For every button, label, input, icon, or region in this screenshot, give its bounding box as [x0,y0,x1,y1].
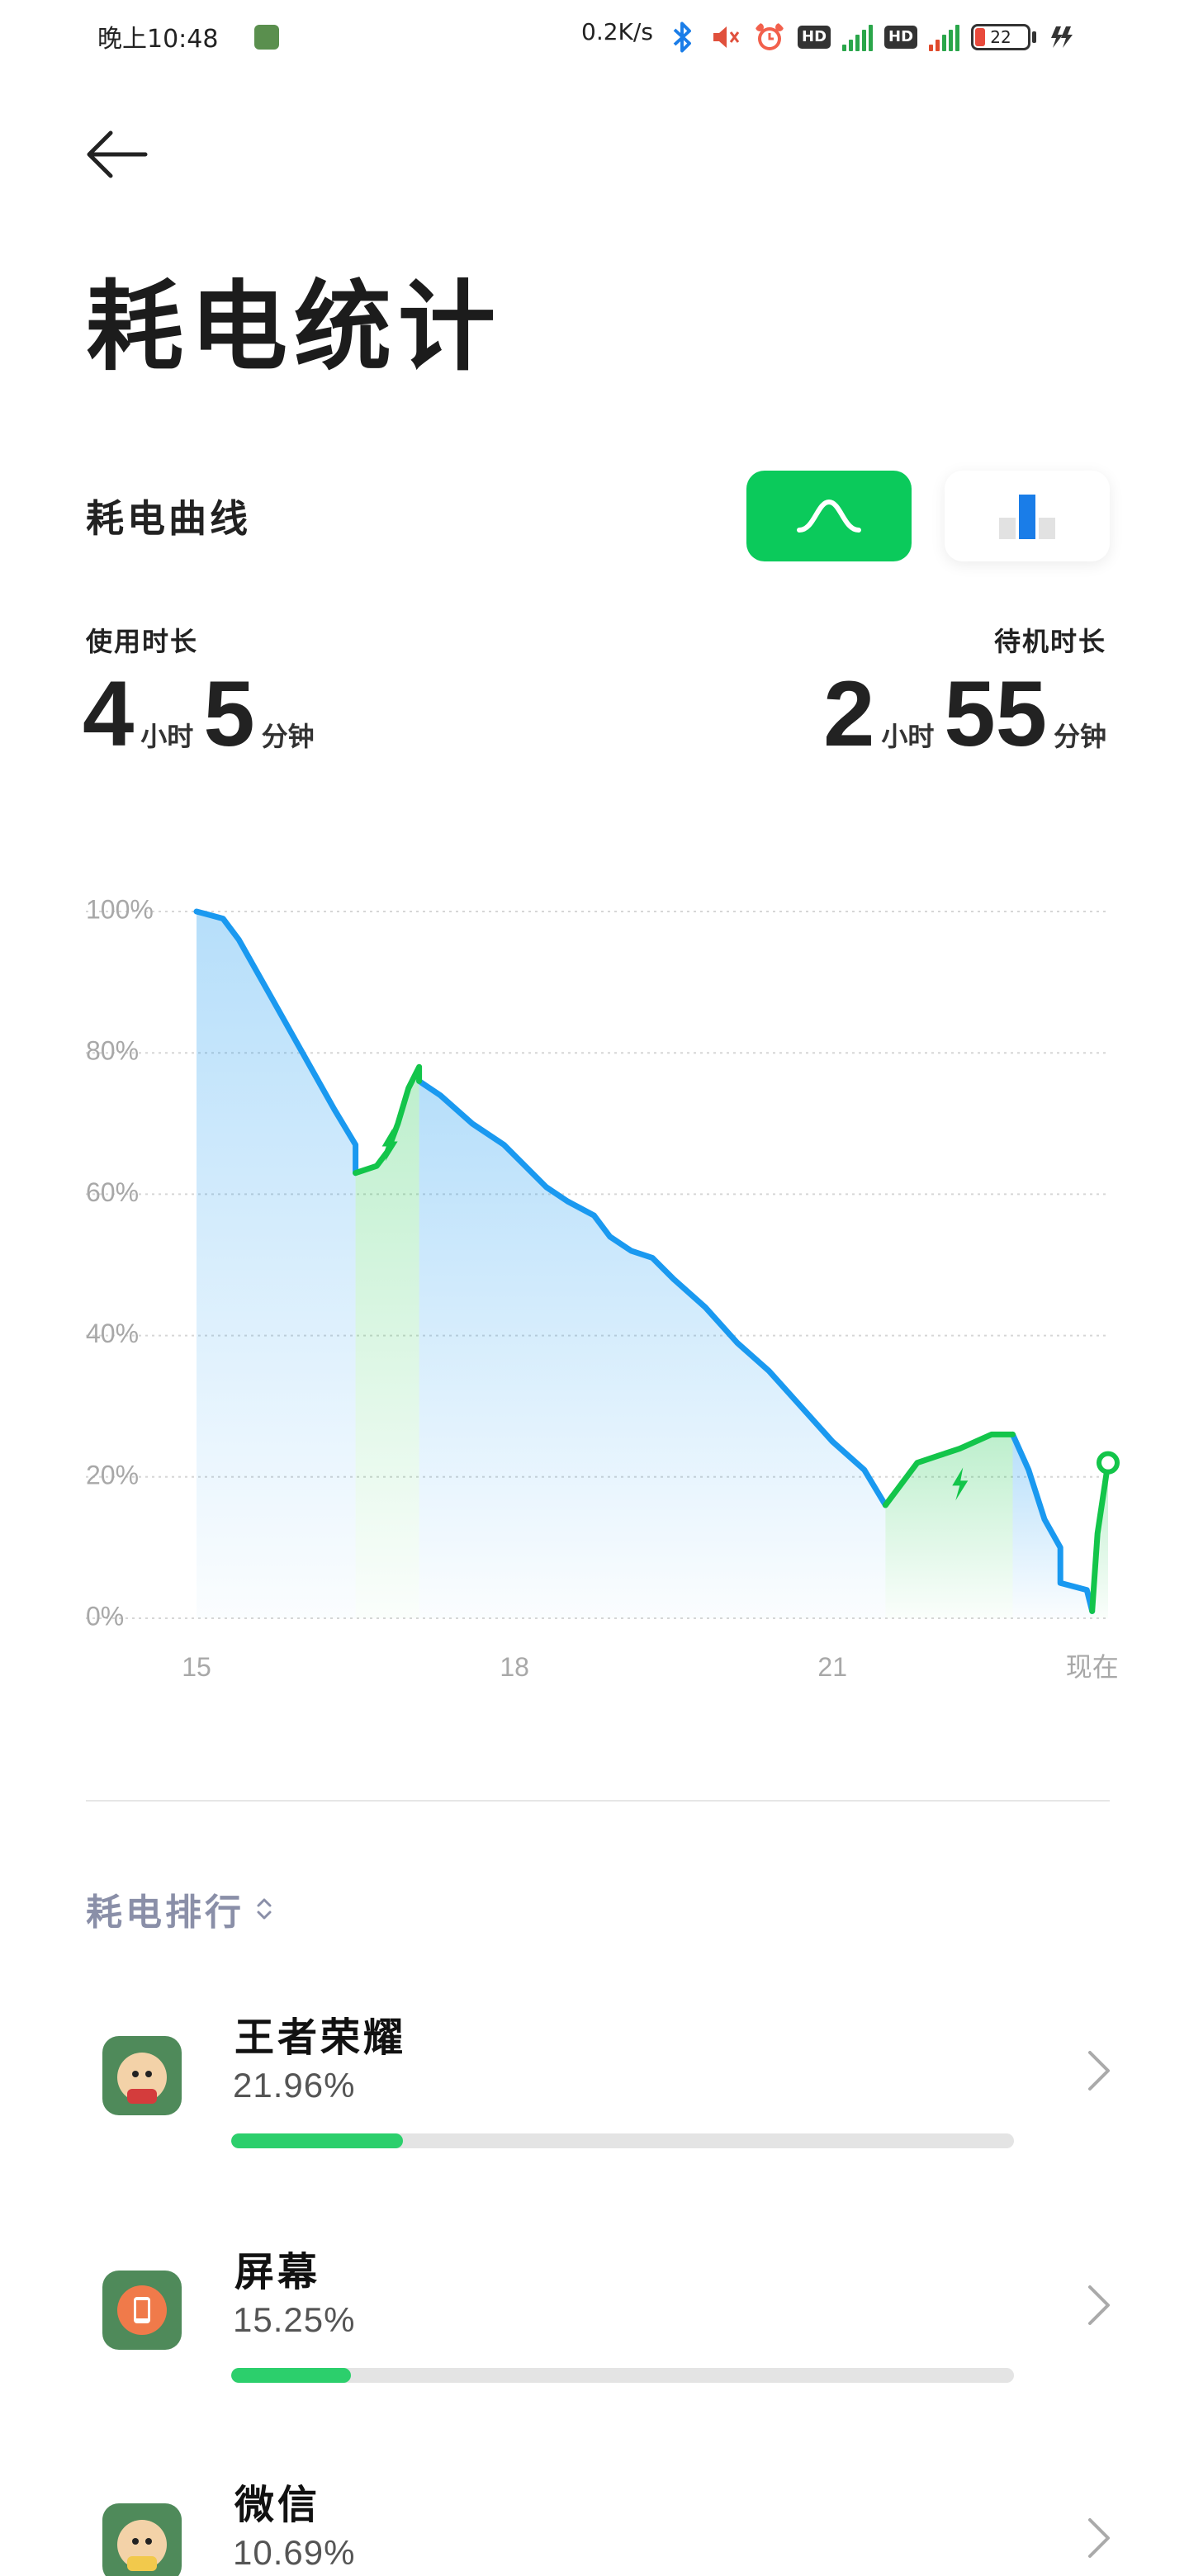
bar-chart-icon [999,495,1055,539]
curve-icon [797,499,861,533]
usage-minutes: 5 [203,662,255,765]
usage-hours: 4 [83,662,135,765]
y-tick-label: 40% [86,1319,139,1348]
app-icon-game [102,2036,182,2115]
charge-area [355,1067,419,1618]
curve-view-button[interactable] [746,471,912,561]
ranking-sort-button[interactable]: 耗电排行 [86,1882,274,1935]
status-bar: 晚上10:48 0.2K/s HD HD 22 [0,0,1189,76]
bluetooth-icon [673,21,691,53]
standby-hours: 2 [823,662,875,765]
battery-percent: 22 [990,27,1011,47]
x-tick-label: 15 [182,1652,211,1682]
sort-chevron-icon [257,1898,272,1920]
alarm-icon [756,23,784,50]
ranking-label: 耗电排行 [86,1892,244,1934]
x-tick-label: 21 [817,1652,847,1682]
current-point-marker [1097,1451,1120,1475]
divider [86,1800,1110,1802]
battery-icon: 22 [971,24,1031,50]
signal-4g-icon [929,23,960,51]
item-name: 屏幕 [234,2249,321,2295]
cartoon-app-icon [254,25,279,50]
charging-bolt-icon [381,1128,398,1162]
standby-minutes: 55 [944,662,1047,765]
y-tick-label: 0% [86,1601,124,1631]
usage-bar-fill [231,2368,351,2383]
y-tick-label: 80% [86,1036,139,1066]
bar-view-button[interactable] [945,471,1110,561]
x-tick-label: 18 [500,1652,529,1682]
status-time: 晚上10:48 [97,25,219,54]
charge-line [1089,1460,1111,1614]
discharge-area [1012,1434,1092,1618]
discharge-area [197,912,356,1618]
usage-duration: 4 小时 5 分钟 [83,661,324,767]
chevron-right-icon [1088,2051,1110,2091]
item-name: 王者荣耀 [234,2015,407,2061]
chevron-right-icon [1088,2518,1110,2558]
standby-duration-label: 待机时长 [993,626,1106,657]
chevron-right-icon [1088,2285,1110,2325]
item-percent: 15.25% [233,2300,356,2339]
y-tick-label: 60% [86,1177,139,1207]
usage-bar [231,2368,1014,2383]
mute-icon [713,26,740,48]
ranking-item[interactable]: 屏幕 15.25% [0,2224,1189,2439]
discharge-line [193,908,359,1177]
charge-line [882,1431,1016,1508]
discharge-line [416,1077,888,1508]
charging-bolt-icon [952,1467,969,1501]
battery-level [975,28,986,46]
back-arrow-icon[interactable] [86,125,149,183]
item-percent: 21.96% [233,2066,356,2105]
charge-area [885,1434,1013,1618]
battery-tip [1032,31,1037,43]
signal-4g-icon [842,23,874,51]
discharge-line [1010,1431,1096,1614]
app-icon-wechat [102,2503,182,2576]
x-tick-label: 现在 [1066,1652,1119,1682]
hd-icon: HD [884,26,918,49]
usage-bar-fill [231,2133,404,2148]
ranking-item[interactable]: 微信 10.69% [0,2457,1189,2576]
standby-minutes-unit: 分钟 [1053,721,1106,752]
charging-icon [1051,26,1073,48]
battery-curve-chart[interactable]: 100% 80% 60% 40% 20% 0% 15 18 21 现在 [0,875,1189,1709]
ranking-item[interactable]: 王者荣耀 21.96% [0,1990,1189,2204]
usage-bar [231,2133,1014,2148]
standby-hours-unit: 小时 [881,721,935,752]
app-icon-screen [102,2271,182,2350]
usage-minutes-unit: 分钟 [261,721,315,752]
item-name: 微信 [234,2482,321,2528]
hd-icon: HD [798,26,831,49]
section-label-curve: 耗电曲线 [86,496,251,541]
y-tick-label: 100% [86,894,154,924]
standby-duration: 2 小时 55 分钟 [823,661,1106,767]
discharge-area [419,1081,886,1618]
usage-duration-label: 使用时长 [86,626,199,657]
charge-line [353,1063,423,1177]
network-speed: 0.2K/s [581,18,653,45]
item-percent: 10.69% [233,2533,356,2572]
page-title: 耗电统计 [86,269,503,384]
status-icons: HD HD 22 [667,18,1076,56]
y-tick-label: 20% [86,1460,139,1489]
usage-hours-unit: 小时 [140,721,194,752]
